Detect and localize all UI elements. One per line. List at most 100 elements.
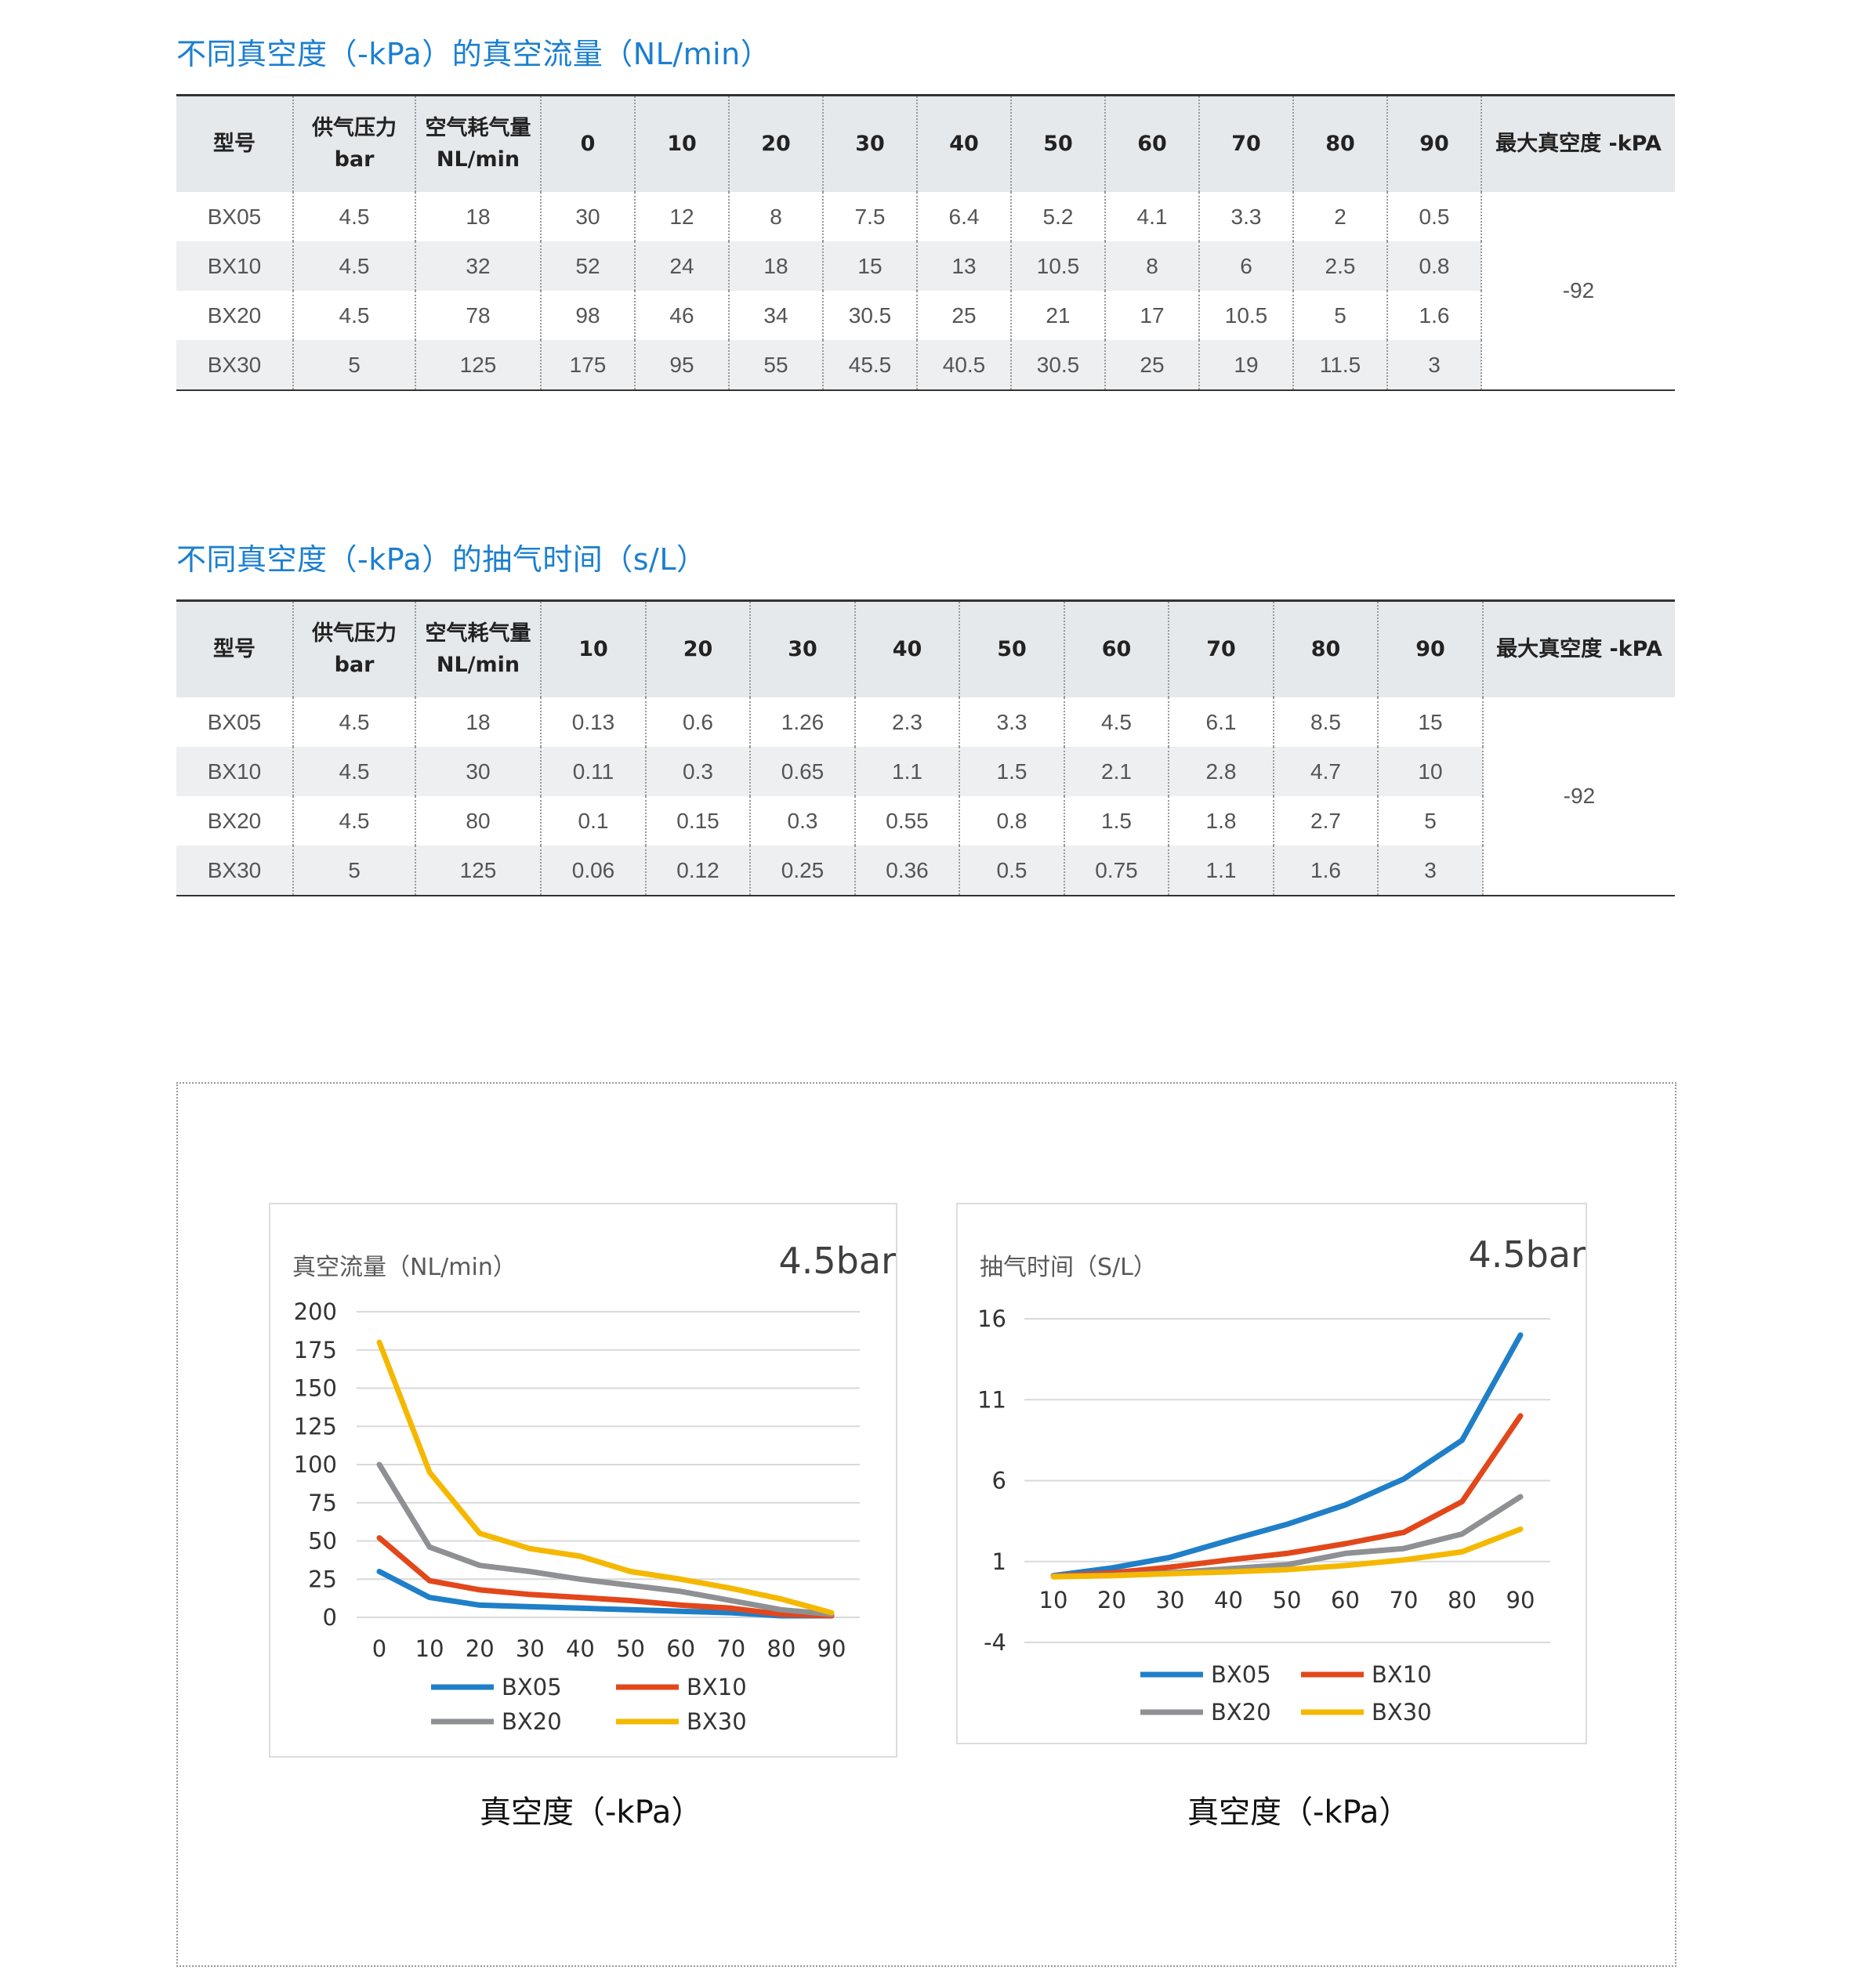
table-cell: 45.5 xyxy=(822,340,917,391)
table-cell: 2.3 xyxy=(854,697,959,747)
vacuum-flow-chart: 真空流量（NL/min） 4.5bar0255075100125150175200… xyxy=(292,1240,896,1735)
legend-label: BX05 xyxy=(1211,1661,1271,1688)
table-cell: 13 xyxy=(916,241,1011,291)
y-tick-label: 50 xyxy=(308,1528,337,1555)
header-cell: 90 xyxy=(1377,599,1483,697)
x-tick-label: 40 xyxy=(1214,1587,1243,1613)
header-cell: 90 xyxy=(1386,94,1481,192)
table-cell: 1.8 xyxy=(1168,796,1274,846)
table-cell: 4.5 xyxy=(292,291,415,340)
table-cell: BX30 xyxy=(176,846,293,896)
x-tick-label: 10 xyxy=(1039,1587,1068,1613)
chart1-xlabel: 真空度（-kPa） xyxy=(480,1794,703,1830)
x-tick-label: 50 xyxy=(616,1635,645,1662)
evacuation-time-chart-panel: 抽气时间（S/L） 4.5bar -4 1 6 11 16 10 20 30 40 50 60 70 80 9… xyxy=(956,1203,1587,1744)
chart-subtitle: 4.5bar xyxy=(779,1240,896,1282)
y-tick-label: 11 xyxy=(977,1386,1006,1413)
series-line-bx20 xyxy=(376,1461,835,1617)
legend-label: BX10 xyxy=(687,1674,747,1700)
table-cell: 7.5 xyxy=(822,192,917,241)
table-cell: BX10 xyxy=(176,747,293,796)
table-cell: 1.5 xyxy=(959,747,1064,796)
table2-title: 不同真空度（-kPa）的抽气时间（s/L） xyxy=(176,542,707,577)
legend-label: BX30 xyxy=(687,1708,747,1735)
y-tick-label: 16 xyxy=(977,1305,1006,1332)
x-tick-label: 40 xyxy=(566,1635,595,1662)
x-tick-label: 60 xyxy=(1331,1587,1360,1613)
table-cell: BX05 xyxy=(207,709,262,734)
table-cell: 18 xyxy=(415,192,541,241)
table-cell: 18 xyxy=(728,241,823,291)
table-cell: 0.8 xyxy=(1386,241,1481,291)
y-tick-label: 1 xyxy=(992,1548,1006,1575)
table-cell: 8 xyxy=(1104,241,1199,291)
header-cell: 50 xyxy=(1010,94,1105,192)
table-cell: 0.13 xyxy=(540,697,646,747)
table-cell: BX30 xyxy=(176,340,293,391)
table-cell: 30.5 xyxy=(1010,340,1105,391)
header-cell: 0 xyxy=(540,94,635,192)
x-tick-label: 0 xyxy=(372,1635,386,1662)
table-cell: 2.7 xyxy=(1273,796,1378,846)
table-cell: 0.3 xyxy=(645,747,750,796)
table-cell: 15 xyxy=(822,241,917,291)
header-cell: 60 xyxy=(1064,599,1169,697)
table-cell: 30.5 xyxy=(822,291,917,340)
header-cell: 供气压力 bar xyxy=(292,94,415,192)
charts-frame xyxy=(176,1082,1676,1967)
header-cell: 10 xyxy=(540,599,646,697)
x-tick-label: 50 xyxy=(1273,1587,1302,1613)
table-cell: 1.5 xyxy=(1064,796,1169,846)
table-cell: 12 xyxy=(634,192,729,241)
header-cell: 50 xyxy=(959,599,1064,697)
legend-label: BX05 xyxy=(502,1674,562,1700)
y-tick-label: 25 xyxy=(308,1566,337,1592)
table-cell: 0.55 xyxy=(854,796,959,846)
table-cell: 40.5 xyxy=(916,340,1011,391)
table-cell: 3 xyxy=(1386,340,1481,391)
table-cell: 18 xyxy=(415,697,541,747)
table-cell: 0.65 xyxy=(749,747,855,796)
chart-subtitle: 4.5bar xyxy=(1469,1233,1586,1276)
table-cell: 5.2 xyxy=(1010,192,1105,241)
header-cell: 80 xyxy=(1292,94,1387,192)
x-tick-label: 80 xyxy=(1448,1587,1477,1613)
x-tick-label: 30 xyxy=(516,1635,545,1662)
legend-label: BX30 xyxy=(1372,1699,1432,1725)
table-cell: 46 xyxy=(634,291,729,340)
header-cell: 80 xyxy=(1273,599,1378,697)
header-cell: 供气压力 bar xyxy=(292,599,415,697)
table-row: BX05 4.5 18 30 12 8 7.5 6.4 5.2 4.1 3.3 2 0.5 -92 xyxy=(176,192,1675,391)
table-cell: 21 xyxy=(1010,291,1105,340)
header-cell: 最大真空度 -kPA xyxy=(1481,94,1675,192)
table-cell: 0.5 xyxy=(1386,192,1481,241)
table-cell: 8 xyxy=(728,192,823,241)
max-vacuum-cell: -92 xyxy=(1482,697,1675,896)
legend-label: BX20 xyxy=(502,1708,562,1735)
table-cell: 52 xyxy=(540,241,635,291)
table-cell: 0.12 xyxy=(645,846,750,896)
header-cell: 空气耗气量 NL/min xyxy=(415,94,541,192)
y-tick-label: 100 xyxy=(294,1451,337,1478)
table-cell: 0.15 xyxy=(645,796,750,846)
table-cell: 6.1 xyxy=(1168,697,1274,747)
table-cell: 5 xyxy=(292,846,415,896)
table-cell: 4.1 xyxy=(1104,192,1199,241)
table-cell: BX20 xyxy=(207,302,262,328)
table-cell: 0.11 xyxy=(540,747,646,796)
header-cell: 20 xyxy=(645,599,750,697)
table-cell: 80 xyxy=(415,796,541,846)
header-cell: 空气耗气量 NL/min xyxy=(415,599,541,697)
chart2-xlabel: 真空度（-kPa） xyxy=(1187,1794,1411,1830)
table-cell: 3.3 xyxy=(1198,192,1293,241)
y-tick-label: 75 xyxy=(308,1490,337,1516)
table-cell: 4.5 xyxy=(292,796,415,846)
table-cell: 34 xyxy=(728,291,823,340)
header-cell: 40 xyxy=(854,599,959,697)
header-cell: 40 xyxy=(916,94,1011,192)
series-line-bx30 xyxy=(376,1339,835,1616)
series-line-bx10 xyxy=(376,1535,835,1619)
legend-label: BX20 xyxy=(1211,1699,1271,1725)
table-cell: 0.1 xyxy=(540,796,646,846)
series-line-bx05 xyxy=(1050,1332,1524,1579)
